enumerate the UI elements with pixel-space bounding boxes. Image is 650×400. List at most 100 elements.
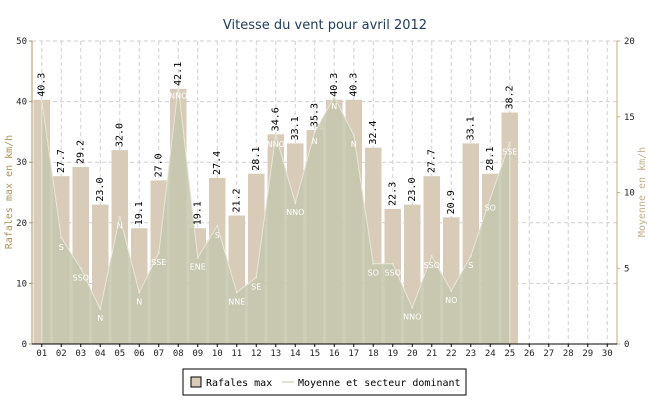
bar-value-label: 27.0	[154, 153, 165, 177]
x-tick-label: 14	[290, 349, 301, 359]
bar-value-label: 19.1	[134, 201, 145, 225]
x-tick-label: 28	[563, 349, 574, 359]
x-tick-label: 11	[231, 349, 242, 359]
bar-value-label: 38.2	[505, 85, 516, 109]
x-tick-label: 22	[446, 349, 457, 359]
average-point	[391, 262, 394, 265]
x-tick-label: 08	[173, 349, 184, 359]
sector-label: N	[312, 137, 318, 146]
average-point	[157, 252, 160, 255]
average-point	[40, 99, 43, 102]
bar-value-label: 40.3	[37, 73, 48, 97]
bar-value-label: 32.4	[368, 121, 379, 145]
average-point	[118, 215, 121, 218]
bar-value-label: 28.1	[251, 147, 262, 171]
average-point	[216, 224, 219, 227]
bar-value-label: 34.6	[271, 107, 282, 131]
x-tick-label: 26	[524, 349, 535, 359]
left-tick-label: 30	[16, 158, 27, 168]
x-tick-label: 20	[407, 349, 418, 359]
sector-label: SSE	[151, 258, 166, 267]
sector-label: NNE	[228, 297, 245, 306]
sector-label: SSO	[424, 261, 440, 270]
legend: Rafales max Moyenne et secteur dominant	[182, 368, 467, 396]
sector-label: S	[215, 231, 220, 240]
average-point	[99, 308, 102, 311]
x-tick-label: 16	[329, 349, 340, 359]
sector-label: N	[351, 140, 357, 149]
sector-label: SE	[251, 282, 261, 291]
average-point	[294, 202, 297, 205]
sector-label: NNO	[286, 208, 304, 217]
sector-label: NNO	[169, 91, 187, 100]
average-point	[508, 141, 511, 144]
average-point	[469, 255, 472, 258]
sector-label: N	[97, 314, 103, 323]
bar-value-label: 27.4	[212, 151, 223, 175]
bar-value-label: 27.7	[56, 149, 67, 173]
bar-value-label: 40.3	[349, 73, 360, 97]
bar-value-label: 33.1	[466, 116, 477, 140]
bar-value-label: 20.9	[446, 190, 457, 214]
x-tick-label: 04	[95, 349, 106, 359]
average-point	[255, 276, 258, 279]
sector-label: NO	[445, 296, 457, 305]
bar-value-label: 28.1	[485, 147, 496, 171]
legend-bar-label: Rafales max	[206, 378, 272, 389]
bar-value-labels: 40.3 27.7 29.2 23.0 32.0 19.1 27.0 42.1 19.1 27.4…	[37, 62, 516, 225]
x-tick-label: 15	[309, 349, 320, 359]
x-tick-label: 12	[251, 349, 262, 359]
average-point	[333, 96, 336, 99]
x-tick-label: 01	[36, 349, 47, 359]
legend-bar-swatch	[190, 376, 202, 388]
sector-label: SSO	[73, 273, 89, 282]
left-tick-label: 10	[16, 279, 27, 289]
average-point	[177, 85, 180, 88]
sector-label: ENE	[190, 263, 206, 272]
right-tick-label: 20	[624, 37, 635, 47]
left-tick-label: 20	[16, 219, 27, 229]
right-tick-label: 10	[624, 189, 635, 199]
x-tick-label: 24	[485, 349, 496, 359]
left-tick-label: 50	[16, 37, 27, 47]
bar-value-label: 29.2	[76, 140, 87, 164]
average-point	[450, 289, 453, 292]
sector-label: N	[117, 222, 123, 231]
x-tick-label: 25	[504, 349, 515, 359]
legend-box	[182, 368, 467, 396]
sector-label: SO	[368, 269, 379, 278]
x-tick-label: 29	[582, 349, 593, 359]
average-point	[235, 291, 238, 294]
sector-label: S	[468, 261, 473, 270]
x-tick-label: 13	[270, 349, 281, 359]
sector-label: NNO	[267, 140, 285, 149]
x-tick-label: 03	[75, 349, 86, 359]
x-tick-label: 30	[602, 349, 613, 359]
right-axis-title: Moyenne en km/h	[637, 147, 648, 237]
x-tick-label: 07	[153, 349, 164, 359]
sector-label: N	[331, 102, 337, 111]
average-point	[372, 262, 375, 265]
x-tick-label: 10	[212, 349, 223, 359]
average-point	[352, 133, 355, 136]
x-tick-label: 09	[192, 349, 203, 359]
left-tick-label: 40	[16, 98, 27, 108]
bar-value-label: 40.3	[329, 73, 340, 97]
average-point	[138, 291, 141, 294]
bar-value-label: 21.2	[232, 188, 243, 212]
x-tick-label: 18	[368, 349, 379, 359]
x-tick-label: 05	[114, 349, 125, 359]
average-series	[40, 85, 511, 345]
x-tick-label: 17	[348, 349, 359, 359]
average-point	[489, 197, 492, 200]
sector-label: S	[59, 243, 64, 252]
x-tick-label: 27	[543, 349, 554, 359]
bar-value-label: 27.7	[427, 149, 438, 173]
bar-value-label: 42.1	[173, 62, 184, 86]
left-tick-label: 0	[22, 340, 27, 350]
average-point	[79, 267, 82, 270]
bar-value-label: 33.1	[290, 116, 301, 140]
legend-line-label: Moyenne et secteur dominant	[298, 378, 461, 389]
bar-value-label: 23.0	[95, 178, 106, 202]
